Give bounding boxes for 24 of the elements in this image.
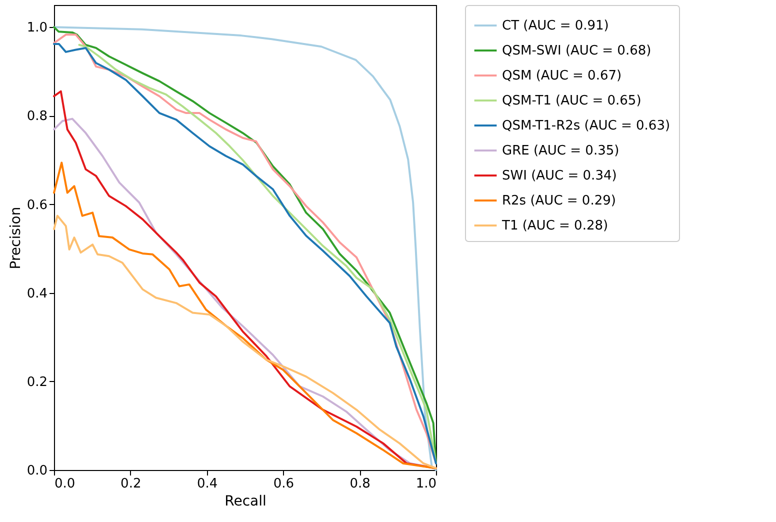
legend-label: QSM-T1 (AUC = 0.65) [502, 94, 642, 108]
legend-label: T1 (AUC = 0.28) [501, 218, 608, 234]
x-tick-label: 0.2 [120, 476, 142, 492]
x-tick-label: 0.6 [273, 476, 294, 492]
y-tick-label: 0.0 [26, 464, 48, 478]
legend-label: SWI (AUC = 0.34) [502, 168, 617, 184]
x-axis-title: Recall [224, 494, 266, 510]
legend-label: QSM-SWI (AUC = 0.68) [502, 44, 652, 58]
x-tick-label: 0.0 [54, 476, 76, 492]
legend-label: CT (AUC = 0.91) [502, 18, 609, 34]
x-tick-label: 0.8 [350, 476, 370, 492]
y-tick-label: 0.2 [26, 374, 48, 390]
legend-label: GRE (AUC = 0.35) [502, 144, 620, 158]
y-tick-label: 0.8 [26, 109, 48, 124]
legend-label: R2s (AUC = 0.29) [502, 194, 616, 208]
x-tick-label: 1.0 [416, 476, 436, 492]
legend-label: QSM (AUC = 0.67) [502, 68, 622, 84]
y-axis-title: Precision [8, 206, 24, 270]
y-tick-label: 0.4 [26, 286, 48, 302]
legend-label: QSM-T1-R2s (AUC = 0.63) [502, 118, 670, 134]
x-tick-label: 0.4 [196, 476, 218, 492]
y-tick-label: 1.0 [26, 20, 48, 36]
line-series [53, 214, 437, 470]
y-tick-label: 0.6 [26, 198, 48, 213]
